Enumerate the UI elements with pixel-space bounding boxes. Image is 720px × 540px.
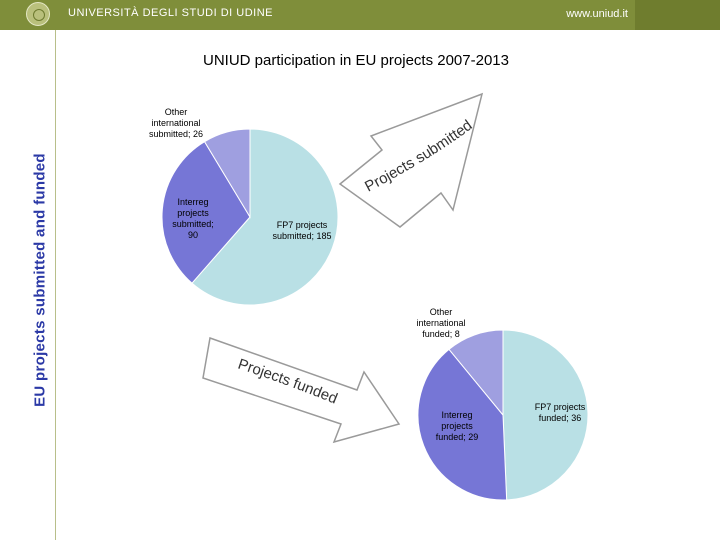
data-label: Other international funded; 8	[416, 307, 465, 339]
submitted-arrow: Projects submitted	[338, 92, 484, 228]
pie-slice	[448, 329, 504, 417]
chart-title: UNIUD participation in EU projects 2007-…	[203, 52, 509, 69]
data-label: FP7 projects submitted; 185	[272, 220, 331, 241]
pie-slice	[417, 348, 508, 501]
submitted-arrow-shape	[338, 92, 484, 228]
left-strip	[0, 30, 56, 540]
pie-chart-funded: FP7 projects funded; 36 Interreg projects fu…	[416, 307, 589, 501]
pie-slice	[191, 128, 339, 306]
data-label: Other international submitted; 26	[149, 107, 203, 139]
pie-slice	[502, 329, 589, 501]
funded-arrow-shape	[202, 336, 401, 444]
pie-chart-submitted: FP7 projects submitted; 185 Interreg projec…	[149, 107, 339, 306]
data-label: FP7 projects funded; 36	[535, 402, 586, 423]
data-label: Interreg projects submitted; 90	[172, 197, 214, 240]
pie-slice	[203, 128, 251, 219]
website-link[interactable]: www.uniud.it	[566, 8, 628, 20]
pie-slice	[161, 140, 251, 284]
university-seal-icon	[26, 2, 50, 26]
data-label: Interreg projects funded; 29	[436, 410, 479, 442]
funded-arrow: Projects funded	[202, 336, 401, 444]
header-bar: UNIVERSITÀ DEGLI STUDI DI UDINE www.uniu…	[0, 0, 720, 30]
header-accent-block	[635, 0, 720, 30]
university-name: UNIVERSITÀ DEGLI STUDI DI UDINE	[68, 7, 273, 19]
